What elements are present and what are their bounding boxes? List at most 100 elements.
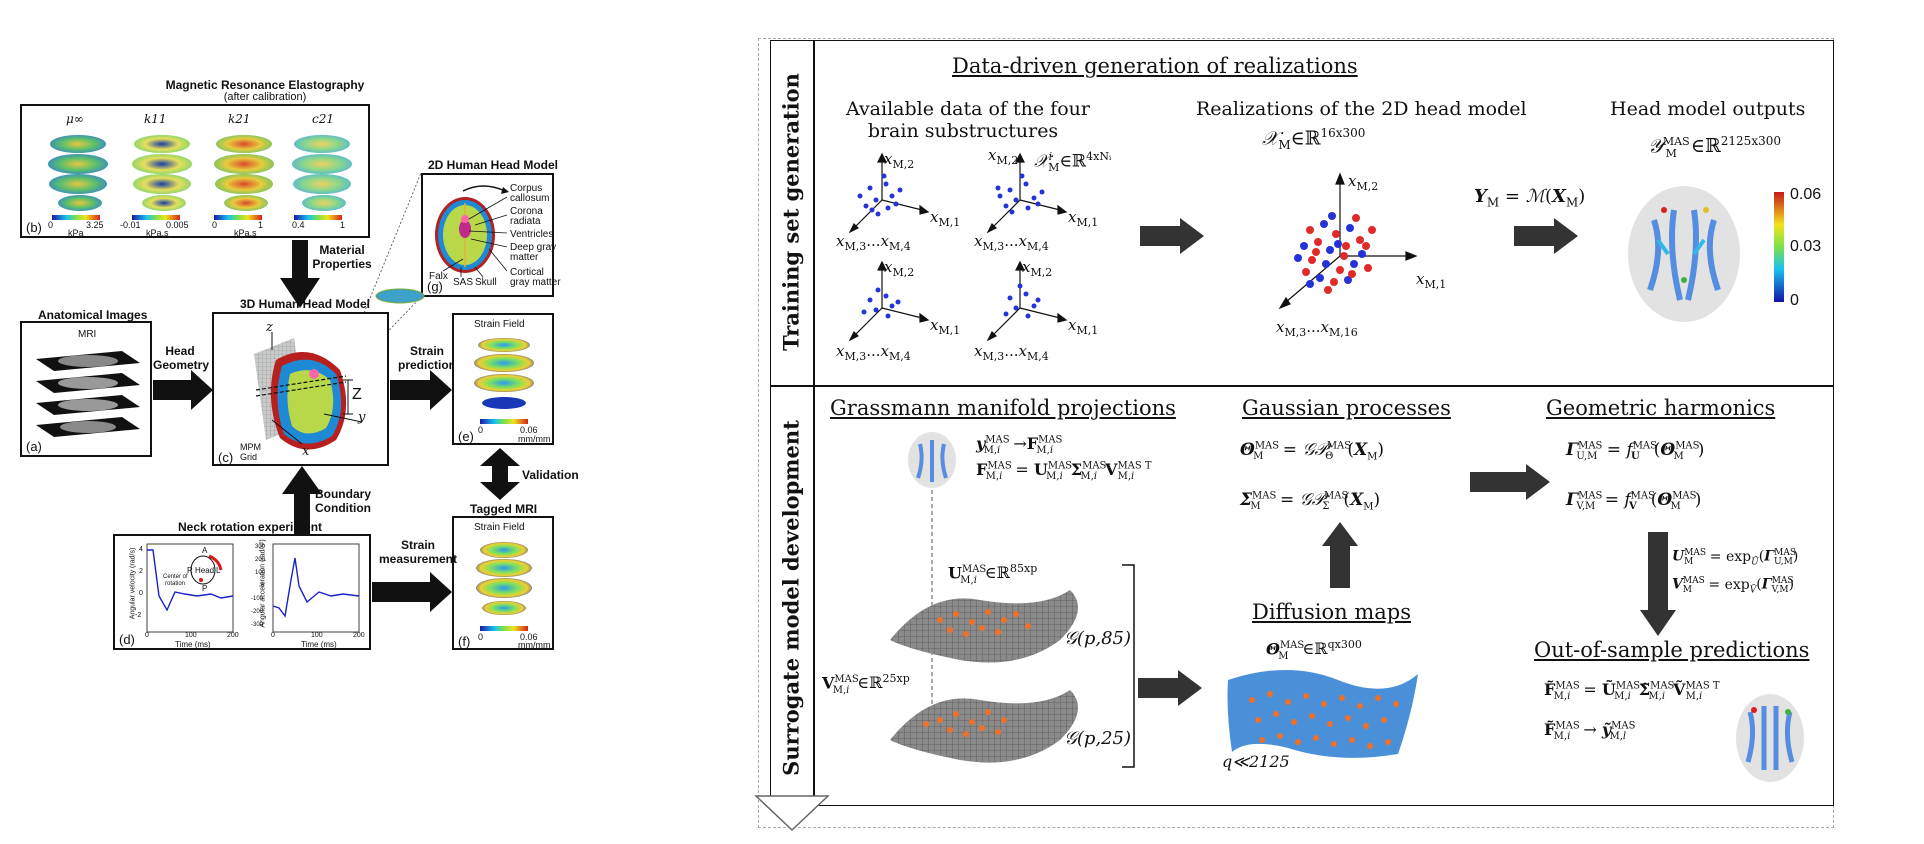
measurement-label-1: Strain <box>400 538 435 552</box>
geometry-label-2: Geometry <box>153 358 210 372</box>
up-arrow-boundary <box>282 466 322 534</box>
eq-f-to-y: F̃MASM,i → ỹMASM,l <box>1544 720 1636 743</box>
neck-ytick-1-1: 2 <box>139 568 143 575</box>
mre-scale-1-max: 0.005 <box>166 220 189 230</box>
y-2125x300: 𝒴MASM ∈ℝ2125x300 <box>1648 134 1781 161</box>
s3-xm34: xM,3...xM,4 <box>836 342 911 363</box>
strain-field-e-title: Strain Field <box>474 319 525 330</box>
label-falx: Falx <box>429 271 448 282</box>
mre-slices <box>48 135 352 220</box>
grassmann-bracket <box>1122 564 1135 768</box>
mre-scale-0-max: 3.25 <box>86 220 104 230</box>
neck-ytick-1-2: 0 <box>139 590 143 597</box>
neck-ytick-2-1: 200 <box>255 557 266 563</box>
cbar-tick-1: 0.03 <box>1790 238 1822 255</box>
head-outputs-title: Head model outputs <box>1610 98 1806 120</box>
mre-scale-3-max: 1 <box>340 220 346 230</box>
side-label-training: Training set generation <box>778 73 804 351</box>
geometric-title: Geometric harmonics <box>1546 396 1776 420</box>
neck-xtick-1-2: 200 <box>227 632 239 639</box>
material-label-2: Properties <box>312 257 372 271</box>
gaussian-title: Gaussian processes <box>1242 396 1451 420</box>
diffusion-surface <box>1227 670 1418 758</box>
axis-x: x <box>302 444 310 459</box>
right-arrow-geometry <box>153 370 213 410</box>
head2d-title: 2D Human Head Model <box>428 158 559 172</box>
down-arrow-material <box>280 240 320 308</box>
head3d-box: z Z y x MPM Grid (c) <box>212 312 389 466</box>
neck-xlabel-2: Time (ms) <box>301 640 337 649</box>
validation-label: Validation <box>522 468 579 482</box>
neck-ylabel-1: Angular velocity (rad/s) <box>129 547 137 620</box>
mre-scale-2-max: 1 <box>258 220 264 230</box>
axis-y: y <box>358 410 366 425</box>
arrow-to-outputs <box>1514 218 1578 254</box>
geometry-label-1: Head <box>165 344 195 358</box>
neck-box: A R L P Head Center of rotation Time (ms… <box>113 534 371 650</box>
scatter-points <box>857 173 1045 319</box>
realizations-scatter <box>1278 172 1418 310</box>
neck-xtick-1-1: 100 <box>185 632 197 639</box>
arrow-to-realizations <box>1140 218 1204 254</box>
label-callosum: callosum <box>510 193 550 204</box>
strain-e-unit: mm/mm <box>518 434 551 444</box>
eq-f-tilde: F̃MASM,i = ŨMASM,i Σ̃MASM,i ṼMAS TM,i <box>1544 680 1720 703</box>
oos-title: Out-of-sample predictions <box>1534 638 1810 662</box>
mre-scale-0-unit: kPa <box>68 228 84 238</box>
eq-gamma-u: ΓMASU,M = fMASU (ΘMASM) <box>1566 440 1705 463</box>
panel-f: (f) <box>458 634 471 649</box>
axis-Z: Z <box>352 386 362 403</box>
anat-title: Anatomical Images <box>38 308 148 322</box>
eq-u-exp: UMASM = expŪ(ΓMASU,M) <box>1672 548 1799 568</box>
strain-field-e-image <box>474 338 534 424</box>
neck-ytick-1-3: -2 <box>135 612 142 619</box>
real-xm2: xM,2 <box>1348 172 1379 193</box>
neck-xtick-2-1: 100 <box>311 632 323 639</box>
s3-xm1: xM,1 <box>930 316 961 337</box>
mre-scale-3-min: 0.4 <box>292 220 305 230</box>
available-data-scatters <box>848 152 1068 342</box>
real-xm1: xM,1 <box>1416 270 1447 291</box>
q-ll-2125: q≪2125 <box>1222 752 1290 771</box>
mpm-label-1: MPM <box>240 442 261 452</box>
mre-scale-0-min: 0 <box>48 220 54 230</box>
s2-chi: 𝒳iM∈ℝ4xNᵢ <box>1034 150 1112 175</box>
neck-title: Neck rotation experiment <box>178 520 323 534</box>
eq-v-25xp: VMASM,i ∈ℝ25xp <box>822 672 910 696</box>
mre-param-2: k21 <box>228 112 251 126</box>
panel-b: (b) <box>26 220 42 235</box>
neck-ytick-2-2: 100 <box>255 570 266 576</box>
anat-box: MRI (a) <box>20 321 152 457</box>
boundary-label-2: Condition <box>315 501 371 515</box>
eq-y-to-f: yMASM,i →FMASM,i <box>976 434 1063 457</box>
eq-theta-gp: ΘMASM = 𝒢𝒫MASΘ (XM) <box>1240 440 1385 463</box>
strain-f-min: 0 <box>478 632 484 642</box>
label-corpus: Corpus <box>510 183 543 194</box>
head2d-image <box>435 185 509 278</box>
eq-theta-qx300: ΘMASM ∈ℝqx300 <box>1266 638 1362 662</box>
label-deep-gray: Deep gray <box>510 242 557 253</box>
s2-xm1: xM,1 <box>1068 208 1099 229</box>
s1-xm1: xM,1 <box>930 208 961 229</box>
neck-ytick-2-6: -300 <box>251 622 264 628</box>
neck-ytick-2-4: -100 <box>251 596 264 602</box>
prediction-label-2: prediction <box>397 358 456 372</box>
grassmann-brain <box>908 432 956 720</box>
strain-f-unit: mm/mm <box>518 640 551 650</box>
mre-column-1 <box>132 135 192 211</box>
head2d-box: Corpus callosum Corona radiata Ventricle… <box>421 173 561 297</box>
head-output-image <box>1628 186 1784 322</box>
panel-d: (d) <box>119 632 135 647</box>
boundary-label-1: Boundary <box>314 487 371 501</box>
neck-ytick-2-5: -200 <box>251 609 264 615</box>
right-arrow-prediction <box>390 370 452 410</box>
mre-param-1: k11 <box>144 112 167 126</box>
neck-head-A: A <box>202 546 208 555</box>
realizations-title: Realizations of the 2D head model <box>1196 98 1527 120</box>
grassmann-surfaces <box>890 590 1078 763</box>
strain-field-f-title: Strain Field <box>474 522 525 533</box>
head3d-image <box>254 332 363 450</box>
y-equals-model: YM = ℳ(XM) <box>1474 186 1586 210</box>
material-label-1: Material <box>319 243 365 257</box>
